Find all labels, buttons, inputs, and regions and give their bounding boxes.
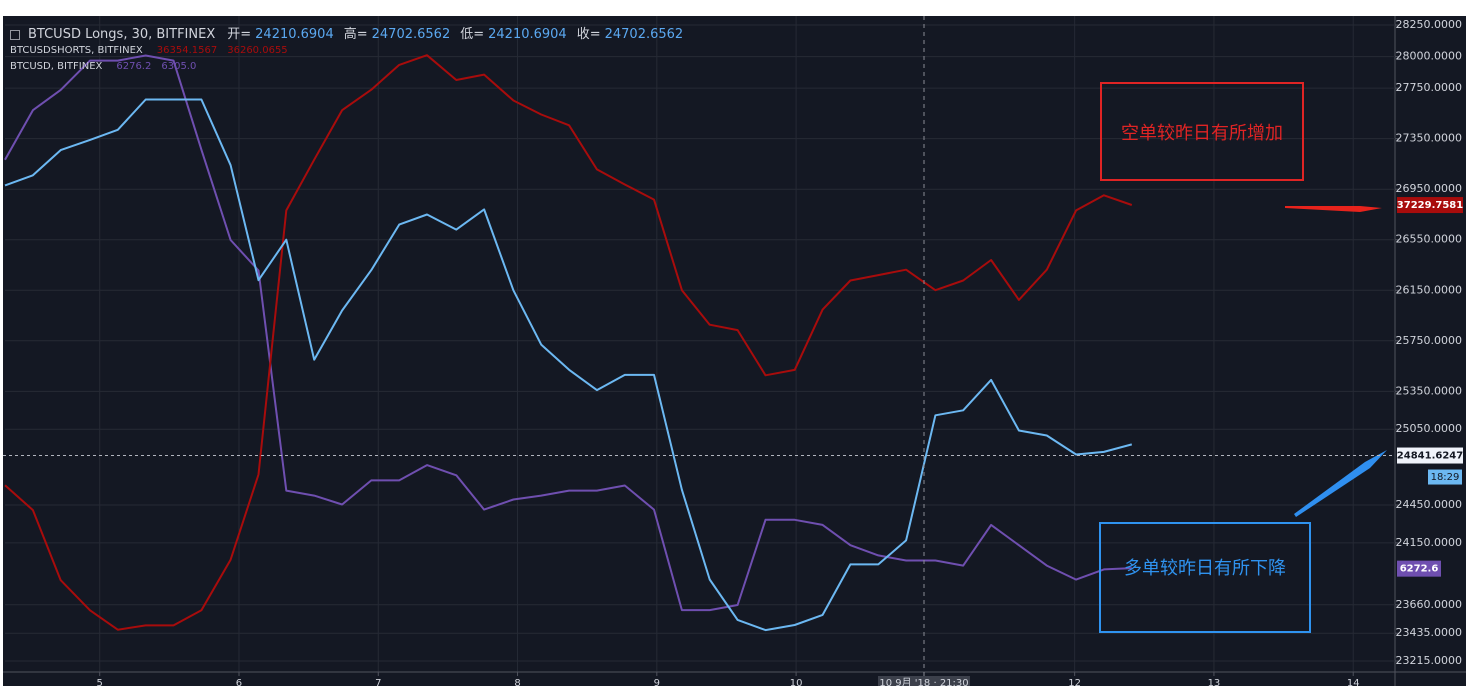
- legend-series-value: 36260.0655: [227, 45, 288, 56]
- price-tags: 24841.6247 18:29 37229.7581 6272.6: [3, 197, 1463, 577]
- countdown: 18:29: [1431, 472, 1460, 483]
- ohlc-value: 24210.6904: [488, 27, 567, 42]
- y-tick-label: 28250.0000: [1396, 18, 1462, 31]
- y-tick-label: 23435.0000: [1396, 626, 1462, 639]
- x-tick-label: 6: [236, 678, 242, 686]
- y-tick-label: 26150.0000: [1396, 283, 1462, 296]
- x-tick-label: 14: [1347, 678, 1360, 686]
- y-tick-label: 26950.0000: [1396, 182, 1462, 195]
- x-tick-label: 13: [1208, 678, 1221, 686]
- y-tick-label: 24150.0000: [1396, 536, 1462, 549]
- red-arrow: [1285, 206, 1382, 212]
- y-tick-label: 25050.0000: [1396, 422, 1462, 435]
- price-tag: [1397, 447, 1463, 464]
- x-tick-label: 8: [514, 678, 520, 686]
- series-line: [4, 54, 1132, 612]
- x-tick-label: 12: [1068, 678, 1081, 686]
- annotation-box: 多单较昨日有所下降: [1099, 522, 1311, 633]
- series-lines: [4, 54, 1133, 632]
- legend-series-value: 36354.1567: [156, 45, 218, 56]
- ohlc-value: 24702.6562: [604, 27, 684, 42]
- crosshair-label: 10 9月 '18 · 21:30: [879, 677, 968, 686]
- ohlc-value: 24702.6562: [371, 27, 451, 42]
- plot-background: [3, 16, 1395, 686]
- annotation-text: 空单较昨日有所增加: [1121, 122, 1283, 144]
- legend: BTCUSD Longs, 30, BITFINEX 开= 24210.6904 高…: [10, 26, 689, 75]
- legend-main: BTCUSD Longs, 30, BITFINEX 开= 24210.6904 高…: [10, 26, 689, 43]
- y-tick-label: 28000.0000: [1396, 50, 1462, 63]
- y-tick-label: 23660.0000: [1396, 598, 1462, 611]
- price-tag: [1397, 197, 1463, 214]
- price-tag: [1397, 560, 1441, 577]
- legend-series-value: 6276.2: [116, 61, 152, 72]
- legend-title: BTCUSD Longs, 30, BITFINEX: [28, 27, 216, 42]
- legend-series-name: BTCUSD, BITFINEX: [10, 61, 103, 72]
- y-tick-label: 27750.0000: [1396, 81, 1462, 94]
- y-tick-label: 23215.0000: [1396, 654, 1462, 667]
- y-tick-label: 25350.0000: [1396, 384, 1462, 397]
- countdown-bg: [1428, 469, 1462, 485]
- x-tick-label: 9: [654, 678, 660, 686]
- price-tag-label: 24841.6247: [1397, 451, 1463, 462]
- y-tick-label: 27350.0000: [1396, 132, 1462, 145]
- x-tick-label: 7: [375, 678, 381, 686]
- y-tick-label: 24450.0000: [1396, 498, 1462, 511]
- collapse-icon[interactable]: [10, 29, 20, 40]
- annotation-box: 空单较昨日有所增加: [1100, 82, 1304, 181]
- ohlc-label: 低=: [460, 27, 485, 42]
- blue-arrow: [1294, 450, 1387, 517]
- legend-overlay: BTCUSD, BITFINEX 6276.2 6305.0: [10, 59, 689, 75]
- ohlc-label: 高=: [343, 27, 368, 42]
- ohlc-value: 24210.6904: [255, 27, 334, 42]
- price-tag-label: 6272.6: [1400, 564, 1439, 575]
- annotation-text: 多单较昨日有所下降: [1124, 557, 1286, 579]
- ohlc-label: 收=: [576, 27, 601, 42]
- y-tick-label: 25750.0000: [1396, 334, 1462, 347]
- series-line: [4, 98, 1133, 632]
- ohlc-label: 开=: [227, 27, 252, 42]
- crosshair-label-bg: [878, 676, 970, 686]
- legend-series-name: BTCUSDSHORTS, BITFINEX: [10, 45, 143, 56]
- x-tick-label: 10: [790, 678, 803, 686]
- legend-series-value: 6305.0: [161, 61, 197, 72]
- x-tick-label: 5: [97, 678, 103, 686]
- legend-overlay: BTCUSDSHORTS, BITFINEX 36354.1567 36260.06…: [10, 43, 689, 59]
- axis-background: [1395, 16, 1466, 686]
- series-line: [4, 54, 1133, 631]
- y-tick-label: 26550.0000: [1396, 233, 1462, 246]
- price-tag-label: 37229.7581: [1397, 200, 1463, 211]
